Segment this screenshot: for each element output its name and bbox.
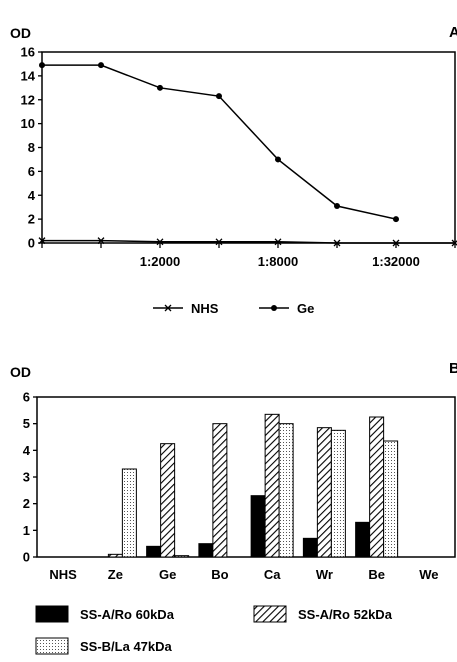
panel-b-y-tick-label: 4 [23, 443, 31, 458]
panel-a-plot-frame [41, 51, 456, 244]
panel-a-y-ticks: 0 2 4 6 8 10 12 14 16 [21, 45, 42, 251]
panel-a-y-axis-title: OD [10, 25, 31, 41]
series-line-nhs [42, 239, 455, 244]
legend-swatch-hatched [253, 605, 287, 623]
panel-a-x-ticks: 1:2000 1:8000 1:32000 [41, 243, 456, 269]
legend-label-ge: Ge [297, 301, 314, 316]
data-point-ge [334, 202, 340, 209]
panel-a-y-tick-label: 6 [28, 164, 35, 179]
panel-a-series [38, 62, 457, 247]
panel-b-bars [107, 413, 399, 558]
panel-b-legend: SS-A/Ro 60kDa SS-A/Ro 52kDa SS-B/La 47kDa [35, 605, 393, 655]
legend-marker-nhs [164, 304, 172, 312]
panel-b: B OD 0 1 2 3 4 5 6 NHS Ze Ge Bo Ca Wr Be We SS-A/Ro 6… [10, 360, 457, 655]
panel-a-y-tick-label: 0 [28, 236, 35, 251]
panel-a-legend: NHS Ge [153, 301, 314, 316]
legend-swatch-dotted [35, 637, 69, 655]
panel-b-x-tick-label: Bo [211, 567, 228, 582]
panel-b-x-ticks: NHS Ze Ge Bo Ca Wr Be We [49, 567, 438, 582]
panel-b-x-tick-label: Be [368, 567, 385, 582]
data-point-ge [157, 84, 163, 91]
panel-a-letter: A [449, 24, 457, 41]
panel-a-x-tick-label: 1:8000 [258, 254, 298, 269]
bar-solid-wr [302, 537, 318, 558]
panel-a-y-tick-label: 16 [21, 45, 35, 60]
panel-b-x-tick-label: Ge [159, 567, 176, 582]
panel-b-x-tick-label: We [419, 567, 438, 582]
bar-solid-ge [146, 545, 162, 558]
data-point-nhs [156, 238, 164, 246]
panel-b-y-tick-label: 2 [23, 496, 30, 511]
panel-a-y-tick-label: 4 [28, 188, 36, 203]
data-point-ge [39, 62, 45, 69]
panel-b-letter: B [449, 360, 457, 377]
panel-a-x-tick-label: 1:32000 [372, 254, 420, 269]
panel-b-x-tick-label: NHS [49, 567, 77, 582]
panel-b-y-tick-label: 3 [23, 470, 30, 485]
legend-label-dotted: SS-B/La 47kDa [80, 639, 173, 654]
legend-item-solid: SS-A/Ro 60kDa [35, 605, 175, 623]
legend-swatch-solid [35, 605, 69, 623]
bar-hatched-wr [316, 427, 332, 558]
data-point-ge [216, 93, 222, 100]
legend-item-hatched: SS-A/Ro 52kDa [253, 605, 393, 623]
bar-hatched-be [369, 416, 385, 558]
panel-a-y-tick-label: 10 [21, 116, 35, 131]
panel-b-y-tick-label: 0 [23, 550, 30, 565]
bar-dotted-be [383, 440, 399, 558]
bar-solid-be [355, 521, 371, 558]
panel-a-y-tick-label: 14 [21, 68, 36, 83]
data-point-nhs [97, 237, 105, 245]
legend-item-dotted: SS-B/La 47kDa [35, 637, 173, 655]
legend-label-nhs: NHS [191, 301, 219, 316]
bar-dotted-wr [330, 429, 346, 558]
data-point-nhs [38, 237, 46, 245]
data-point-ge [393, 216, 399, 223]
legend-marker-ge [271, 305, 277, 311]
bar-dotted-ge [174, 555, 190, 558]
panel-a: A OD 0 2 4 6 8 10 12 14 16 1:2000 1:8000 1:32000 N… [10, 24, 457, 316]
panel-a-y-tick-label: 8 [28, 140, 35, 155]
legend-item-nhs: NHS [153, 301, 219, 316]
data-point-nhs [333, 239, 341, 247]
bar-hatched-ze [107, 553, 123, 558]
series-line-ge [42, 64, 397, 220]
panel-a-y-tick-label: 12 [21, 92, 35, 107]
panel-b-y-tick-label: 1 [23, 523, 30, 538]
panel-b-y-ticks: 0 1 2 3 4 5 6 [23, 390, 37, 565]
panel-b-y-axis-title: OD [10, 364, 31, 380]
panel-b-x-tick-label: Ca [264, 567, 281, 582]
data-point-ge [98, 62, 104, 69]
bar-solid-bo [198, 543, 214, 558]
panel-b-y-tick-label: 6 [23, 390, 30, 405]
bar-dotted-ca [278, 423, 294, 558]
panel-b-x-tick-label: Wr [316, 567, 333, 582]
data-point-ge [275, 156, 281, 163]
data-point-nhs [392, 239, 400, 247]
bar-dotted-ze [121, 468, 137, 558]
panel-a-x-tick-label: 1:2000 [140, 254, 180, 269]
data-point-nhs [274, 238, 282, 246]
bar-solid-ca [250, 495, 266, 558]
data-point-nhs [451, 239, 457, 247]
panel-a-y-tick-label: 2 [28, 212, 35, 227]
bar-hatched-bo [212, 423, 228, 558]
panel-b-y-tick-label: 5 [23, 416, 30, 431]
panel-b-x-tick-label: Ze [108, 567, 123, 582]
legend-item-ge: Ge [259, 301, 314, 316]
data-point-nhs [215, 238, 223, 246]
legend-label-solid: SS-A/Ro 60kDa [80, 607, 175, 622]
bar-hatched-ca [264, 413, 280, 558]
bar-hatched-ge [160, 443, 176, 558]
legend-label-hatched: SS-A/Ro 52kDa [298, 607, 393, 622]
